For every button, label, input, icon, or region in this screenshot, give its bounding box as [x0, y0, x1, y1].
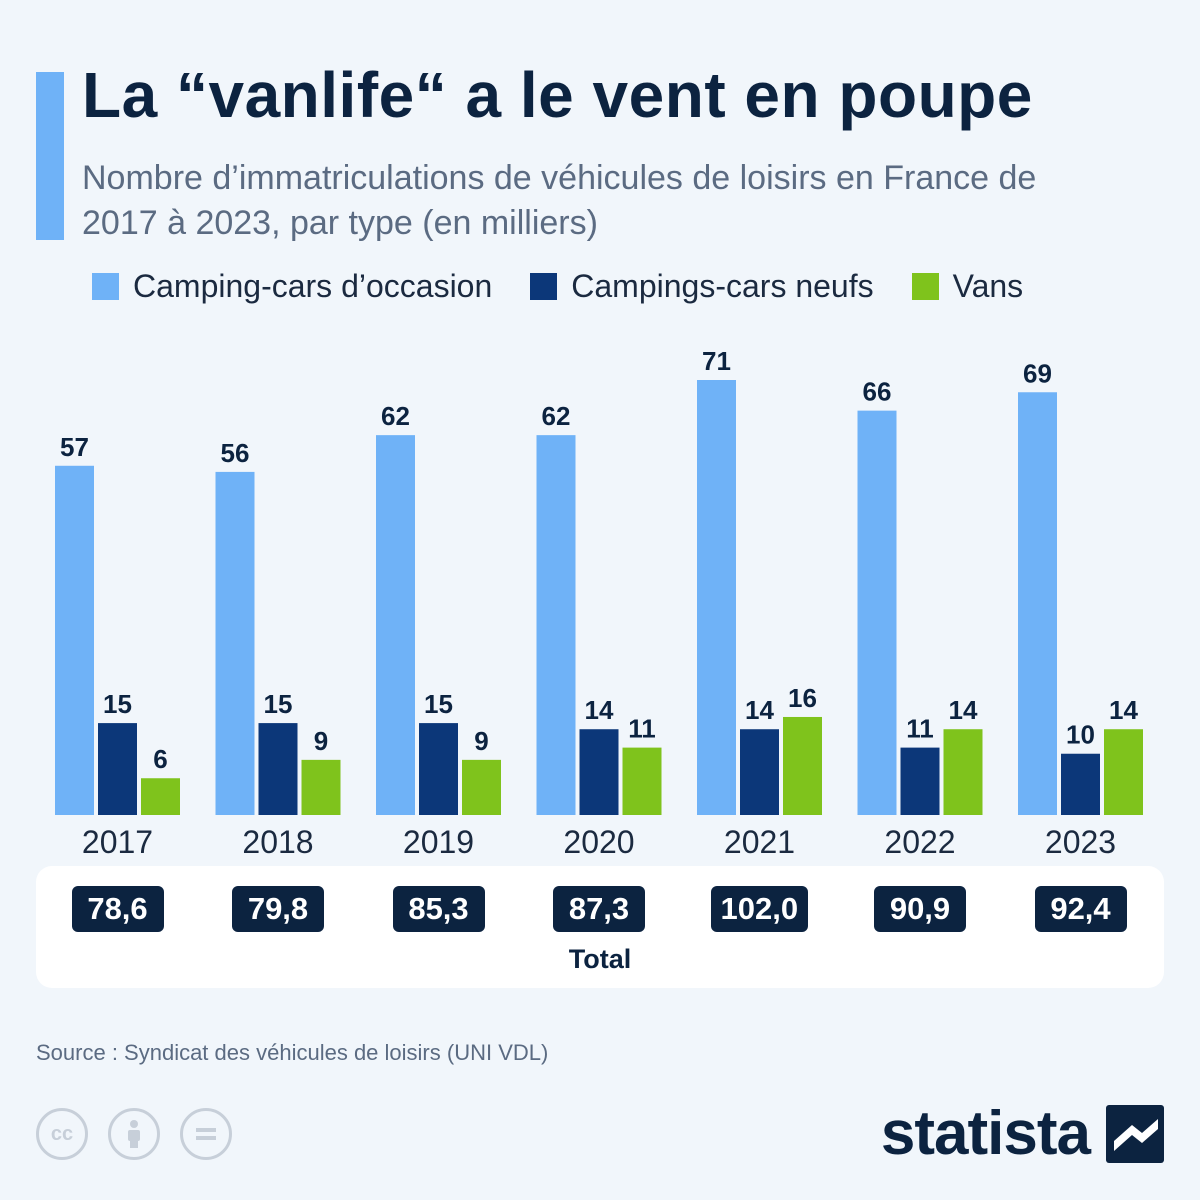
equals-icon	[196, 1128, 216, 1140]
legend-swatch-new	[530, 273, 558, 300]
title-accent-bar	[36, 72, 64, 240]
bar-1-2017	[55, 465, 94, 815]
bar-1-2021	[697, 380, 736, 815]
legend: Camping-cars d’occasion Campings-cars ne…	[92, 268, 1061, 305]
legend-swatch-used	[92, 273, 119, 300]
data-label-1-2020: 62	[542, 401, 571, 431]
total-badge-2018: 79,8	[232, 886, 324, 932]
data-label-1-2017: 57	[60, 432, 89, 462]
chart-subtitle: Nombre d’immatriculations de véhicules d…	[82, 159, 1037, 242]
legend-item-vans: Vans	[911, 268, 1024, 305]
bar-2-2021	[740, 729, 779, 815]
x-tick-label-2023: 2023	[1045, 824, 1116, 860]
cc-icon[interactable]: cc	[36, 1108, 88, 1160]
data-label-1-2018: 56	[221, 438, 250, 468]
data-label-3-2019: 9	[474, 726, 488, 756]
data-label-2-2020: 14	[585, 695, 614, 725]
x-tick-label-2021: 2021	[724, 824, 795, 860]
total-badge-2019: 85,3	[392, 886, 485, 932]
data-label-3-2021: 16	[788, 683, 817, 713]
total-badge-2017: 78,6	[71, 886, 164, 932]
data-label-2-2018: 15	[264, 689, 293, 719]
data-label-1-2019: 62	[381, 401, 410, 431]
no-derivatives-icon[interactable]	[180, 1108, 232, 1160]
legend-swatch-vans	[911, 273, 939, 300]
data-label-2-2019: 15	[424, 689, 453, 719]
totals-label: Total	[568, 944, 632, 974]
x-tick-label-2019: 2019	[403, 824, 474, 860]
bar-3-2021	[783, 716, 822, 815]
data-label-3-2017: 6	[153, 744, 167, 774]
data-label-3-2022: 14	[949, 695, 978, 725]
data-label-3-2018: 9	[314, 726, 328, 756]
bar-chart: 57 15 6 2017 56 15 9 2018 62 15 9 2019 62 14 11 2020 71 1…	[55, 346, 1143, 860]
x-tick-label-2018: 2018	[242, 824, 313, 860]
data-label-2-2023: 10	[1066, 720, 1095, 750]
bar-2-2019	[419, 723, 458, 815]
data-label-3-2020: 11	[628, 714, 656, 744]
bar-3-2018	[301, 759, 341, 815]
bar-2-2022	[900, 747, 940, 815]
legend-item-used: Camping-cars d’occasion	[92, 268, 492, 305]
x-tick-label-2022: 2022	[884, 824, 955, 860]
bar-3-2017	[141, 778, 180, 815]
data-label-1-2022: 66	[863, 377, 892, 407]
bar-1-2019	[376, 435, 415, 815]
total-badge-2022: 90,9	[874, 886, 966, 932]
data-label-1-2021: 71	[702, 346, 731, 376]
legend-item-new: Campings-cars neufs	[530, 268, 874, 305]
bar-1-2022	[857, 410, 897, 815]
bar-3-2023	[1104, 729, 1143, 815]
bar-1-2023	[1018, 392, 1057, 815]
data-label-1-2023: 69	[1023, 358, 1052, 388]
bar-3-2022	[943, 729, 983, 815]
bar-2-2018	[258, 723, 298, 815]
total-badge-2021: 102,0	[710, 886, 809, 932]
bar-1-2020	[536, 435, 576, 815]
total-badge-2023: 92,4	[1034, 886, 1127, 932]
data-label-2-2021: 14	[745, 695, 774, 725]
brand-name: statista	[880, 1099, 1091, 1168]
source-note: Source : Syndicat des véhicules de loisi…	[36, 1040, 549, 1065]
data-label-2-2022: 11	[906, 714, 934, 744]
statista-logo[interactable]: statista	[881, 1098, 1164, 1169]
total-badge-2020: 87,3	[553, 886, 645, 932]
x-tick-label-2017: 2017	[82, 824, 153, 860]
attribution-icon[interactable]	[108, 1108, 160, 1160]
x-tick-label-2020: 2020	[563, 824, 634, 860]
bar-2-2020	[579, 729, 619, 815]
bar-3-2019	[462, 759, 501, 815]
totals-panel: Total 78,6 79,8 85,3 87,3 102,0 90,9 92,4	[36, 866, 1164, 988]
statista-logo-icon	[1106, 1104, 1164, 1163]
data-label-3-2023: 14	[1109, 695, 1138, 725]
legend-label-new: Campings-cars neufs	[571, 268, 874, 304]
license-icons: cc	[36, 1108, 252, 1160]
bar-2-2017	[98, 723, 137, 815]
person-icon	[128, 1120, 140, 1148]
chart-title: La “vanlife“ a le vent en poupe	[82, 59, 1033, 131]
legend-label-vans: Vans	[952, 268, 1024, 304]
data-label-2-2017: 15	[103, 689, 132, 719]
bar-3-2020	[622, 747, 662, 815]
bar-2-2023	[1061, 753, 1100, 815]
legend-label-used: Camping-cars d’occasion	[133, 268, 493, 304]
bar-1-2018	[215, 471, 255, 815]
